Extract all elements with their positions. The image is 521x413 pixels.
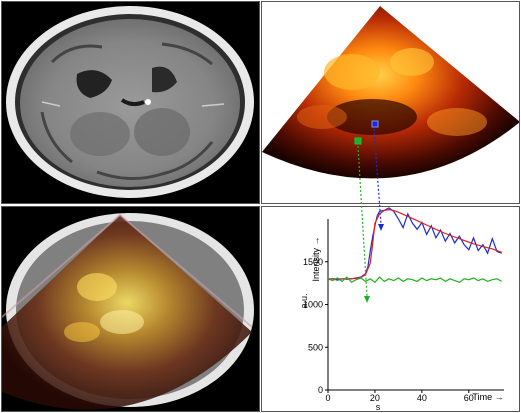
ultrasound-fan: [262, 6, 519, 179]
y-tick-label: 1000: [303, 300, 323, 310]
roi-green-marker: [354, 137, 362, 145]
ultrasound-fan-panel: [261, 1, 520, 204]
series-line-2: [327, 276, 502, 284]
ct-brain-panel: [1, 1, 260, 204]
x-axis-label: Time →: [472, 392, 503, 402]
fusion-overlay-panel: [1, 206, 260, 412]
y-tick-label: 500: [308, 342, 323, 352]
ct-brain-image: [6, 6, 254, 198]
x-axis-unit: s: [376, 402, 381, 412]
ultrasound-image: [262, 6, 519, 179]
roi-blue-marker: [371, 120, 379, 128]
x-tick-label: 0: [325, 393, 330, 403]
left-ventricle: [76, 70, 112, 98]
x-tick-label: 40: [417, 393, 427, 403]
overlay-image: [2, 213, 254, 410]
x-tick-label: 20: [370, 393, 380, 403]
y-tick-label: 1500: [303, 257, 323, 267]
right-ventricle: [152, 66, 177, 93]
x-tick-label: 60: [464, 393, 474, 403]
y-axis-unit: a.u.: [299, 293, 309, 308]
y-axis-label: Intensity →: [311, 236, 321, 281]
y-tick-label: 0: [318, 385, 323, 395]
time-intensity-chart: 0 20 40 60 0 500 1000 1500 Intensity → a.u. Tim…: [299, 207, 504, 412]
series-line-1: [328, 208, 502, 280]
time-intensity-chart-panel: 0 20 40 60 0 500 1000 1500 Intensity → a.u. Tim…: [261, 206, 520, 412]
